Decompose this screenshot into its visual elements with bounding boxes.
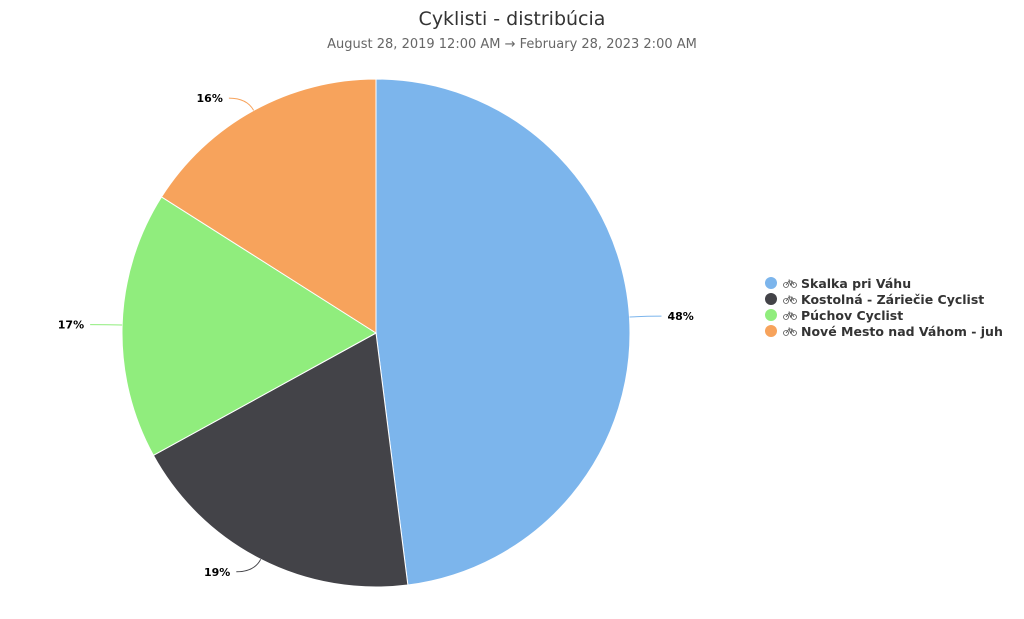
pie-slice[interactable] (375, 78, 631, 586)
legend-item[interactable]: Skalka pri Váhu (765, 275, 1003, 291)
legend-color-dot (765, 293, 777, 305)
legend-label: Púchov Cyclist (801, 307, 904, 323)
data-label: 16% (197, 92, 223, 105)
pie-slice[interactable] (121, 196, 377, 457)
label-connector (228, 97, 255, 111)
chart-title: Cyklisti - distribúcia (418, 8, 606, 30)
label-connectors (90, 97, 662, 573)
legend-item[interactable]: Nové Mesto nad Váhom - juh (765, 323, 1003, 339)
label-connector (629, 315, 662, 318)
legend-color-dot (765, 325, 777, 337)
legend-item[interactable]: Kostolná - Záriečie Cyclist (765, 291, 1003, 307)
legend-label: Skalka pri Váhu (801, 275, 912, 291)
bicycle-icon (783, 295, 797, 304)
bicycle-icon (783, 311, 797, 320)
legend-label: Kostolná - Záriečie Cyclist (801, 291, 985, 307)
chart-subtitle: August 28, 2019 12:00 AM → February 28, … (327, 37, 697, 52)
legend: Skalka pri Váhu Kostolná - Záriečie Cycli… (765, 275, 1003, 339)
legend-color-dot (765, 309, 777, 321)
pie-slice[interactable] (152, 332, 409, 588)
data-label: 17% (58, 319, 84, 332)
legend-label: Nové Mesto nad Váhom - juh (801, 323, 1003, 339)
legend-color-dot (765, 277, 777, 289)
pie-slices (121, 78, 631, 588)
pie-slice[interactable] (160, 78, 377, 334)
data-labels: 48% 19% 17% 16% (58, 92, 694, 579)
bicycle-icon (783, 327, 797, 336)
bicycle-icon (783, 279, 797, 288)
data-label: 19% (204, 566, 230, 579)
label-connector (236, 559, 262, 573)
legend-item[interactable]: Púchov Cyclist (765, 307, 1003, 323)
data-label: 48% (667, 310, 693, 323)
